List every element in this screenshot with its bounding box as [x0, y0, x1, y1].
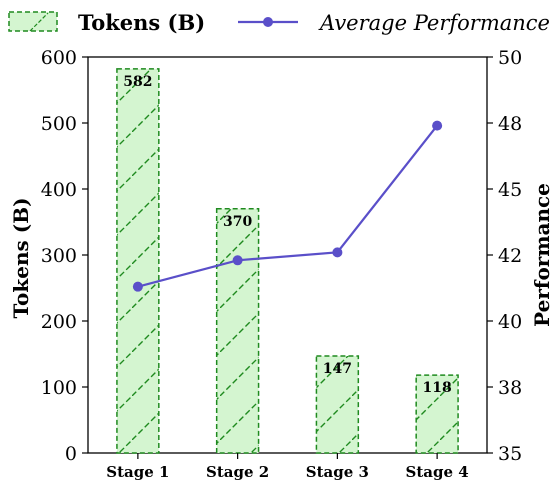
performance-point-2	[232, 255, 243, 266]
bar-1	[116, 68, 160, 454]
right-tick-label: 38	[498, 377, 522, 399]
right-tick-label: 48	[498, 113, 522, 135]
legend-swatch-tokens-hatch	[29, 12, 49, 32]
right-tick-label: 45	[498, 179, 522, 201]
left-tick-label: 0	[65, 443, 77, 465]
left-tick-label: 500	[41, 113, 77, 135]
x-tick-label: Stage 2	[206, 463, 269, 481]
left-tick-label: 600	[41, 47, 77, 69]
left-tick-label: 400	[41, 179, 77, 201]
right-tick-label: 40	[498, 311, 522, 333]
x-tick-label: Stage 3	[306, 463, 369, 481]
left-axis-label: Tokens (B)	[9, 197, 33, 318]
performance-point-3	[332, 247, 343, 258]
legend-label-performance: Average Performance	[318, 11, 550, 35]
right-axis-label: Performance	[530, 183, 554, 327]
bar-value-label-2: 370	[223, 214, 252, 230]
x-axis-ticks: Stage 1 Stage 2 Stage 3 Stage 4	[106, 453, 469, 481]
x-tick-label: Stage 4	[406, 463, 469, 481]
legend: Tokens (B) Average Performance	[8, 10, 550, 35]
right-tick-label: 42	[498, 245, 522, 267]
left-tick-label: 100	[41, 377, 77, 399]
right-tick-label: 50	[498, 47, 522, 69]
performance-point-1	[132, 281, 143, 292]
bar-labels: 582 370 147 118	[123, 74, 451, 396]
left-tick-label: 200	[41, 311, 77, 333]
bars	[116, 68, 459, 454]
x-tick-label: Stage 1	[106, 463, 169, 481]
performance-point-4	[432, 120, 443, 131]
bar-3	[315, 355, 360, 454]
bar-value-label-3: 147	[323, 361, 352, 377]
bar-value-label-1: 582	[123, 74, 152, 90]
legend-swatch-tokens	[8, 11, 58, 32]
right-tick-label: 35	[498, 443, 522, 465]
legend-swatch-performance-marker	[263, 17, 273, 27]
bar-2	[215, 208, 260, 454]
performance-line	[132, 120, 443, 292]
bar-value-label-4: 118	[423, 380, 452, 396]
left-tick-label: 300	[41, 245, 77, 267]
right-axis-ticks: 35 38 40 42 45 48 50	[487, 47, 522, 465]
left-axis-ticks: 0 100 200 300 400 500 600	[41, 47, 88, 465]
legend-label-tokens: Tokens (B)	[78, 10, 205, 35]
performance-line-path	[137, 124, 438, 288]
